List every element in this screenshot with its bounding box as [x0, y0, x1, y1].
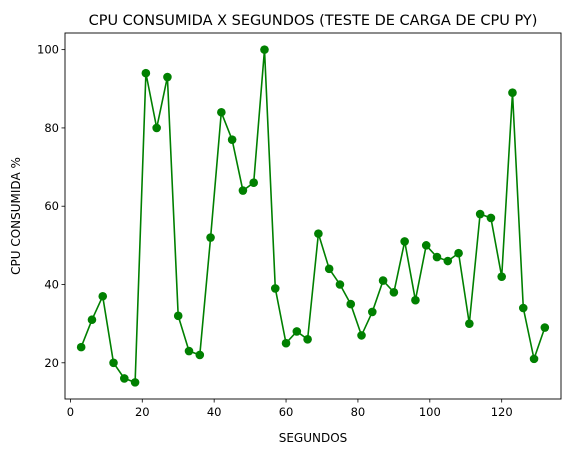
data-point	[486, 213, 496, 223]
data-point	[518, 303, 528, 313]
data-point	[281, 338, 291, 348]
data-point	[195, 350, 205, 360]
data-point	[184, 346, 194, 356]
data-point	[249, 178, 258, 188]
y-tick-label: 100	[37, 43, 59, 57]
data-point	[217, 107, 226, 117]
y-tick-label: 60	[44, 199, 59, 213]
x-tick-label: 40	[207, 405, 222, 419]
data-point	[378, 276, 388, 285]
y-tick-label: 20	[44, 356, 59, 370]
data-point	[443, 256, 453, 266]
y-axis-ticks: 20 40 60 80 100	[37, 43, 65, 370]
x-tick-label: 100	[419, 405, 441, 419]
data-point	[411, 295, 420, 305]
data-point	[76, 342, 86, 352]
data-point	[357, 331, 366, 340]
data-point	[324, 264, 334, 274]
x-tick-label: 20	[135, 405, 150, 419]
data-point	[87, 315, 97, 325]
data-point	[540, 323, 550, 332]
x-tick-label: 60	[279, 405, 294, 419]
y-axis-label: CPU CONSUMIDA %	[9, 157, 23, 275]
data-point	[335, 280, 345, 289]
data-point	[292, 327, 302, 336]
y-tick-label: 80	[44, 121, 59, 135]
data-point	[389, 288, 399, 297]
data-point	[270, 284, 280, 293]
data-point	[508, 88, 517, 97]
chart-title: CPU CONSUMIDA X SEGUNDOS (TESTE DE CARGA…	[89, 13, 538, 29]
data-point	[163, 72, 172, 82]
data-point	[227, 135, 237, 144]
data-point	[465, 319, 474, 328]
data-point	[130, 378, 140, 387]
plot-frame	[64, 32, 562, 400]
data-point	[141, 68, 151, 78]
y-tick-label: 40	[44, 278, 59, 292]
data-point	[206, 233, 215, 242]
data-point	[475, 209, 485, 219]
data-point	[432, 252, 442, 262]
data-point	[120, 374, 129, 383]
data-point	[529, 354, 539, 364]
data-point	[260, 45, 269, 54]
data-point	[400, 237, 409, 246]
data-point	[421, 241, 431, 250]
data-point	[346, 299, 356, 309]
data-point	[238, 186, 248, 195]
x-axis-ticks: 0 20 40 60 80 100 120	[67, 399, 513, 419]
data-point	[98, 291, 108, 301]
data-point	[454, 248, 463, 258]
x-axis-label: SEGUNDOS	[279, 431, 348, 445]
series-line	[80, 49, 546, 384]
data-points	[76, 45, 550, 387]
data-point	[109, 358, 118, 368]
data-point	[368, 307, 377, 317]
x-tick-label: 0	[67, 405, 74, 419]
data-point	[497, 272, 506, 281]
x-tick-label: 120	[491, 405, 513, 419]
data-point	[303, 335, 312, 344]
data-point	[173, 311, 183, 321]
data-point	[314, 229, 323, 238]
data-point	[152, 123, 161, 133]
x-tick-label: 80	[351, 405, 366, 419]
